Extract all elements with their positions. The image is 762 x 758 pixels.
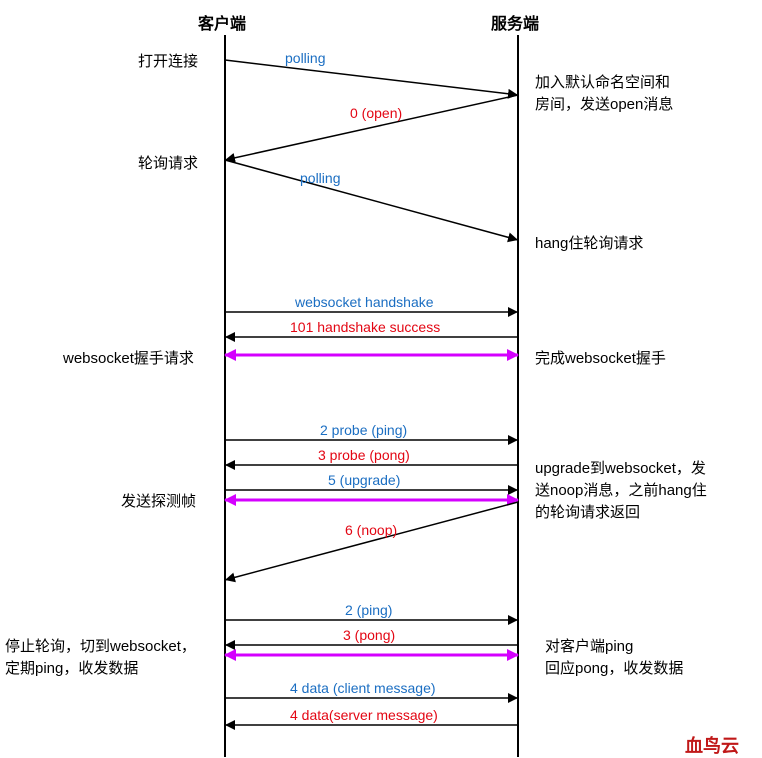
message-label-m11: 6 (noop) <box>345 522 397 538</box>
message-label-m7: 2 probe (ping) <box>320 422 407 438</box>
message-label-m9: 5 (upgrade) <box>328 472 400 488</box>
message-label-m3: polling <box>300 170 340 186</box>
note-pong-reply: 对客户端ping回应pong，收发数据 <box>545 636 755 680</box>
note-stop-polling: 停止轮询，切到websocket，定期ping，收发数据 <box>5 636 220 680</box>
message-label-m13: 3 (pong) <box>343 627 395 643</box>
message-label-m16: 4 data(server message) <box>290 707 438 723</box>
note-upgrade-ws: upgrade到websocket，发送noop消息，之前hang住的轮询请求返… <box>535 458 755 524</box>
message-label-m1: polling <box>285 50 325 66</box>
note-poll-req: 轮询请求 <box>138 152 198 173</box>
watermark: 血鸟云 <box>685 732 739 758</box>
client-header: 客户端 <box>198 10 246 34</box>
note-hang-poll: hang住轮询请求 <box>535 232 643 253</box>
server-header: 服务端 <box>491 10 539 34</box>
message-label-m12: 2 (ping) <box>345 602 392 618</box>
message-label-m15: 4 data (client message) <box>290 680 436 696</box>
message-label-m8: 3 probe (pong) <box>318 447 410 463</box>
note-ws-handshake: websocket握手请求 <box>63 347 194 368</box>
note-join-ns: 加入默认命名空间和房间，发送open消息 <box>535 72 745 116</box>
note-send-probe: 发送探测帧 <box>121 490 196 511</box>
note-ws-done: 完成websocket握手 <box>535 347 666 368</box>
message-m3 <box>225 160 518 240</box>
message-label-m4: websocket handshake <box>295 294 434 310</box>
message-m1 <box>225 60 518 95</box>
message-label-m5: 101 handshake success <box>290 319 440 335</box>
note-open-conn: 打开连接 <box>138 50 198 71</box>
message-label-m2: 0 (open) <box>350 105 402 121</box>
message-m11 <box>225 502 518 580</box>
